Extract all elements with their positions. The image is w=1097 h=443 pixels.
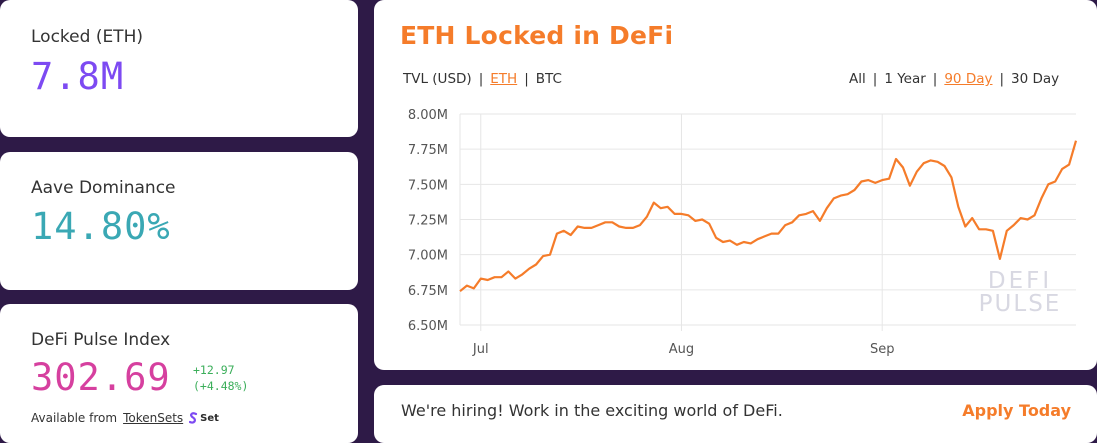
set-logo-text: Set [200,412,219,424]
index-change-pct: (+4.48%) [193,379,249,393]
currency-option-eth[interactable]: ETH [490,71,518,87]
y-tick-label: 6.75M [408,284,448,299]
y-tick-label: 6.50M [408,319,448,334]
currency-option-usd[interactable]: TVL (USD) [403,71,472,87]
chart-panel [374,0,1097,370]
separator: | [999,71,1005,87]
available-text: Available from [31,411,118,425]
x-tick-label: Sep [870,342,895,357]
dominance-value: 14.80% [31,205,171,248]
range-toggle: All | 1 Year | 90 Day | 30 Day [849,71,1059,87]
watermark-line-2: PULSE [979,291,1062,317]
index-label: DeFi Pulse Index [31,330,171,350]
index-card [0,304,358,443]
y-tick-label: 7.25M [408,214,448,229]
hiring-banner[interactable] [374,385,1097,443]
x-tick-label: Aug [669,342,694,357]
dominance-label: Aave Dominance [31,178,176,198]
watermark-line-1: DEFI [988,268,1052,294]
range-option-30-day[interactable]: 30 Day [1011,71,1060,87]
locked-label: Locked (ETH) [31,27,143,47]
apply-today-link[interactable]: Apply Today [962,401,1071,420]
index-change: +12.97 [193,363,235,377]
set-logo[interactable]: Set [189,412,219,424]
dominance-card [0,152,358,290]
series-line-eth-locked [459,140,1078,293]
eth-locked-chart: 8.00M 7.75M 7.50M 7.25M 7.00M 6.75M 6.50M Jul Au… [408,108,1078,357]
y-tick-label: 7.50M [408,178,448,193]
available-from: Available from TokenSets Set [31,411,219,425]
range-option-1-year[interactable]: 1 Year [884,71,926,87]
locked-card [0,0,358,137]
chart-title: ETH Locked in DeFi [400,21,674,50]
separator: | [478,71,484,87]
tokensets-link[interactable]: TokenSets [123,411,184,425]
y-tick-label: 8.00M [408,108,448,123]
separator: | [524,71,529,87]
separator: | [872,71,878,87]
set-logo-icon [189,412,198,424]
x-tick-label: Jul [472,342,489,357]
hiring-text: We're hiring! Work in the exciting world… [401,401,783,420]
currency-toggle: TVL (USD) | ETH | BTC [403,71,562,87]
range-option-all[interactable]: All [849,71,866,87]
y-tick-label: 7.75M [408,143,448,158]
separator: | [932,71,938,87]
y-tick-label: 7.00M [408,249,448,264]
range-option-90-day[interactable]: 90 Day [944,71,993,87]
index-value: 302.69 [31,356,171,399]
locked-value: 7.8M [31,55,125,98]
currency-option-btc[interactable]: BTC [535,71,562,87]
